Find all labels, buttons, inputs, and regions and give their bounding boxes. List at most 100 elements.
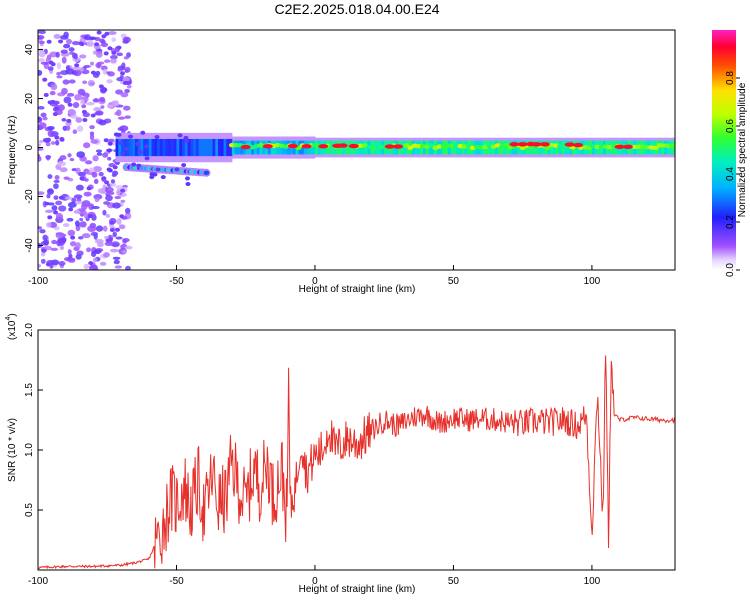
heatmap-cell xyxy=(38,106,45,110)
heatmap-cell xyxy=(87,225,97,233)
colorbar-tick-label: 0.8 xyxy=(725,71,736,85)
heatmap-cell xyxy=(38,34,45,40)
heatmap-cell xyxy=(220,138,225,157)
heatmap-cell xyxy=(91,206,100,210)
heatmap-cell xyxy=(46,193,51,199)
heatmap-cell xyxy=(107,138,115,143)
heatmap-cell xyxy=(45,209,54,214)
heatmap-cell xyxy=(67,201,77,208)
heatmap-cell xyxy=(104,186,114,193)
heatmap-cell xyxy=(50,247,59,251)
heatmap-cell xyxy=(104,241,114,247)
heatmap-cell xyxy=(190,138,194,157)
heatmap-cell xyxy=(93,178,99,185)
heatmap-cell xyxy=(47,66,54,71)
spectrogram-panel: -100 -50 0 50 100 -40 -20 0 20 40 Height of stra… xyxy=(7,29,676,295)
heatmap-cell xyxy=(113,259,120,265)
heatmap-cell xyxy=(101,176,107,181)
heatmap-cell xyxy=(40,258,46,264)
heatmap-cell xyxy=(98,119,107,126)
heatmap-cell xyxy=(231,140,236,155)
heatmap-cell xyxy=(96,30,102,35)
y-tick-label: 40 xyxy=(24,44,35,56)
heatmap-cell xyxy=(240,144,251,150)
y-tick-label: 1.0 xyxy=(24,443,35,457)
heatmap-cell xyxy=(48,60,54,65)
heatmap-cell xyxy=(91,171,98,178)
heatmap-cell xyxy=(65,196,72,200)
heatmap-cell xyxy=(79,67,85,72)
heatmap-cell xyxy=(74,93,82,101)
heatmap-cell xyxy=(193,138,197,157)
heatmap-cell xyxy=(120,199,126,203)
heatmap-cell xyxy=(195,138,200,157)
heatmap-cell xyxy=(237,140,241,155)
heatmap-cell xyxy=(262,144,273,149)
heatmap-cell xyxy=(118,141,124,146)
heatmap-cell xyxy=(61,87,68,95)
heatmap-cell xyxy=(573,142,584,148)
heatmap-cell xyxy=(93,265,99,270)
heatmap-cell xyxy=(60,49,68,54)
heatmap-cell xyxy=(103,51,109,56)
heatmap-cell xyxy=(71,41,80,46)
heatmap-cell xyxy=(79,176,85,181)
heatmap-cell xyxy=(115,89,123,95)
heatmap-cell xyxy=(53,210,59,215)
heatmap-cell xyxy=(144,144,150,149)
heatmap-cell xyxy=(46,155,51,161)
heatmap-cell xyxy=(38,147,44,151)
heatmap-cell xyxy=(38,226,43,230)
heatmap-cell xyxy=(38,58,45,63)
spectrogram-y-ticks: -40 -20 0 20 40 xyxy=(24,44,43,253)
heatmap-cell xyxy=(165,138,169,157)
heatmap-cell xyxy=(41,248,47,253)
heatmap-cell xyxy=(121,250,127,254)
heatmap-cell xyxy=(94,197,100,203)
heatmap-cell xyxy=(86,186,92,191)
heatmap-cell xyxy=(74,242,81,249)
colorbar: 0.0 0.2 0.4 0.6 0.8 Normalized spectral ampl… xyxy=(712,30,748,277)
heatmap-cell xyxy=(92,98,100,103)
heatmap-cell xyxy=(40,61,49,65)
heatmap-cell xyxy=(114,196,122,200)
heatmap-cell xyxy=(89,125,95,130)
heatmap-cell xyxy=(212,138,216,157)
heatmap-cell xyxy=(40,251,46,257)
heatmap-cell xyxy=(89,82,95,86)
heatmap-cell xyxy=(65,125,71,131)
heatmap-cell xyxy=(117,116,126,120)
heatmap-cell xyxy=(103,138,109,143)
heatmap-cell xyxy=(56,71,61,76)
heatmap-cell xyxy=(116,189,121,196)
heatmap-cell xyxy=(132,138,136,157)
heatmap-cell xyxy=(55,232,64,239)
heatmap-cell xyxy=(103,235,110,240)
x-tick-label: -100 xyxy=(28,276,48,287)
heatmap-cell xyxy=(107,141,113,146)
heatmap-cell xyxy=(62,223,70,228)
colorbar-label: Normalized spectral amplitude xyxy=(737,82,748,217)
heatmap-cell xyxy=(51,239,58,245)
heatmap-cell xyxy=(134,138,139,157)
heatmap-cell xyxy=(564,142,575,147)
heatmap-cell xyxy=(348,143,359,149)
colorbar-tick-label: 0.6 xyxy=(725,119,736,133)
heatmap-cell xyxy=(187,138,191,157)
heatmap-cell xyxy=(58,205,67,212)
heatmap-cell xyxy=(38,139,43,144)
heatmap-cell xyxy=(77,88,86,96)
heatmap-cell xyxy=(51,205,58,211)
heatmap-cell xyxy=(182,138,186,157)
heatmap-cell xyxy=(120,188,126,193)
heatmap-cell xyxy=(174,167,180,172)
heatmap-cell xyxy=(95,62,102,68)
heatmap-cell xyxy=(102,209,107,216)
heatmap-cell xyxy=(46,39,52,44)
heatmap-cell xyxy=(198,138,202,157)
heatmap-cell xyxy=(122,77,130,82)
heatmap-cell xyxy=(75,117,83,123)
heatmap-cell xyxy=(123,105,131,111)
heatmap-cell xyxy=(68,79,76,84)
heatmap-cell xyxy=(140,130,146,135)
